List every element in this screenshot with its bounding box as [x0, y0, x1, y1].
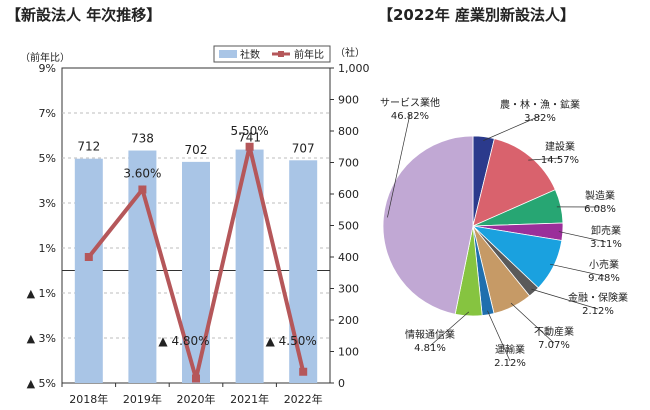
right-tick-label: 0	[338, 377, 345, 390]
left-tick-label: ▲ 3%	[27, 332, 56, 345]
left-tick-label: 7%	[39, 107, 56, 120]
legend-label-bars: 社数	[240, 48, 260, 61]
bar-value-label: 738	[131, 132, 154, 146]
pie-leader-line	[483, 115, 541, 141]
pie-label: 製造業	[585, 189, 615, 202]
yoy-value-label: ▲ 4.80%	[158, 334, 209, 348]
pie-label: 農・林・漁・鉱業	[500, 98, 580, 111]
pie-slice-サービス業他	[382, 135, 474, 315]
bar-value-label: 712	[77, 140, 100, 154]
pie-percent: 9.48%	[588, 273, 620, 284]
pie-percent: 3.11%	[590, 239, 622, 250]
pie-label: サービス業他	[380, 96, 440, 109]
right-axis-unit: （社）	[335, 46, 365, 59]
bar-value-label: 702	[185, 143, 208, 157]
pie-percent: 14.57%	[541, 155, 579, 166]
legend-label-line: 前年比	[294, 48, 324, 61]
left-chart-title: 【新設法人 年次推移】	[6, 6, 162, 24]
pie-label: 運輸業	[495, 343, 525, 356]
pie-label: 小売業	[589, 258, 619, 271]
x-tick-label: 2022年	[284, 392, 323, 406]
yoy-point	[138, 185, 147, 194]
pie-leader-line	[558, 231, 607, 243]
pie-label: 情報通信業	[405, 328, 455, 341]
left-tick-label: 3%	[39, 197, 56, 210]
yoy-point	[84, 253, 93, 261]
bar-2019年	[128, 150, 157, 383]
pie-label: 卸売業	[591, 224, 621, 237]
pie-percent: 4.81%	[414, 343, 446, 354]
left-tick-label: 5%	[39, 152, 56, 165]
yoy-value-label: 3.60%	[123, 167, 161, 181]
pie-label: 不動産業	[534, 325, 574, 338]
left-tick-label: 9%	[39, 62, 56, 75]
x-tick-label: 2021年	[230, 392, 269, 406]
bar-2022年	[289, 160, 318, 383]
right-tick-label: 1,000	[338, 62, 370, 75]
pie-leader-line	[487, 310, 511, 362]
pie-leader-line	[387, 113, 411, 218]
pie-percent: 2.12%	[494, 358, 526, 369]
right-tick-label: 300	[338, 283, 359, 296]
left-tick-label: ▲ 1%	[27, 287, 56, 300]
yoy-value-label: ▲ 4.50%	[266, 334, 317, 348]
left-tick-label: ▲ 5%	[27, 377, 56, 390]
pie-leader-line	[510, 302, 555, 344]
pie-label: 金融・保険業	[568, 291, 628, 304]
x-tick-label: 2020年	[177, 392, 216, 406]
x-tick-label: 2019年	[123, 392, 162, 406]
right-tick-label: 500	[338, 220, 359, 233]
yoy-point	[192, 374, 200, 383]
legend-swatch-marker	[278, 51, 284, 57]
bar-value-label: 707	[292, 141, 315, 155]
pie-label: 建設業	[545, 140, 575, 153]
right-tick-label: 800	[338, 125, 359, 138]
legend-swatch-bars	[219, 50, 237, 58]
right-chart-title: 【2022年 産業別新設法人】	[378, 6, 575, 24]
right-tick-label: 700	[338, 157, 359, 170]
pie-percent: 6.08%	[584, 204, 616, 215]
bar-2018年	[74, 158, 103, 383]
pie-percent: 2.12%	[582, 306, 614, 317]
right-tick-label: 600	[338, 188, 359, 201]
right-tick-label: 400	[338, 251, 359, 264]
pie-leader-line	[528, 157, 561, 161]
yoy-point	[245, 142, 254, 151]
right-tick-label: 200	[338, 314, 359, 327]
pie-percent: 7.07%	[538, 340, 570, 351]
pie-percent: 46.82%	[391, 111, 429, 122]
yoy-point	[299, 367, 308, 376]
yoy-value-label: 5.50%	[231, 124, 269, 138]
left-tick-label: 1%	[39, 242, 56, 255]
right-tick-label: 900	[338, 94, 359, 107]
left-axis-unit: （前年比）	[20, 51, 70, 64]
x-tick-label: 2018年	[69, 392, 108, 406]
pie-leader-line	[531, 288, 599, 310]
pie-leader-line	[549, 263, 605, 277]
pie-slice-建設業	[472, 138, 556, 227]
pie-leader-line	[429, 311, 470, 347]
bar-value-label: 741	[238, 131, 261, 145]
pie-percent: 3.82%	[524, 113, 556, 124]
right-tick-label: 100	[338, 346, 359, 359]
